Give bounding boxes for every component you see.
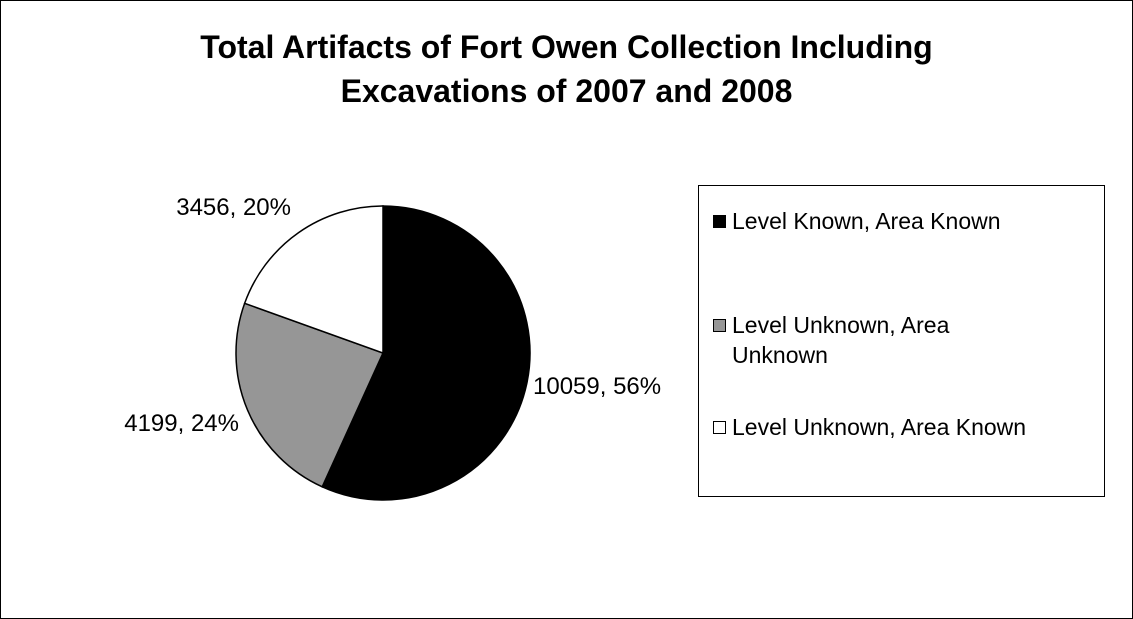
pie-chart: 10059, 56% 4199, 24% 3456, 20% (124, 194, 661, 501)
pie-slice-level-unknown-area-unknown (235, 302, 385, 488)
legend-swatch-gray (713, 319, 726, 332)
legend-item-level-unknown-area-unknown: Level Unknown, Area Unknown (713, 310, 992, 370)
data-label: 10059, 56% (533, 373, 661, 400)
legend-label: Level Known, Area Known (732, 208, 1001, 234)
pie-slice-level-known-area-known (321, 205, 531, 501)
legend-item-level-known-area-known: Level Known, Area Known (713, 206, 1092, 236)
chart-title-line-2: Excavations of 2007 and 2008 (340, 73, 793, 109)
chart-title-line-1: Total Artifacts of Fort Owen Collection … (200, 29, 933, 65)
data-label: 4199, 24% (124, 410, 239, 437)
legend-label: Level Unknown, Area Known (732, 414, 1027, 440)
legend: Level Known, Area Known Level Unknown, A… (698, 185, 1105, 497)
data-label: 3456, 20% (176, 194, 291, 221)
legend-swatch-white (713, 421, 726, 434)
chart-title: Total Artifacts of Fort Owen Collection … (1, 25, 1132, 113)
legend-label: Level Unknown, Area Unknown (732, 312, 950, 368)
legend-item-level-unknown-area-known: Level Unknown, Area Known (713, 412, 1092, 442)
pie-slice-level-unknown-area-known (243, 205, 384, 355)
legend-swatch-black (713, 215, 726, 228)
